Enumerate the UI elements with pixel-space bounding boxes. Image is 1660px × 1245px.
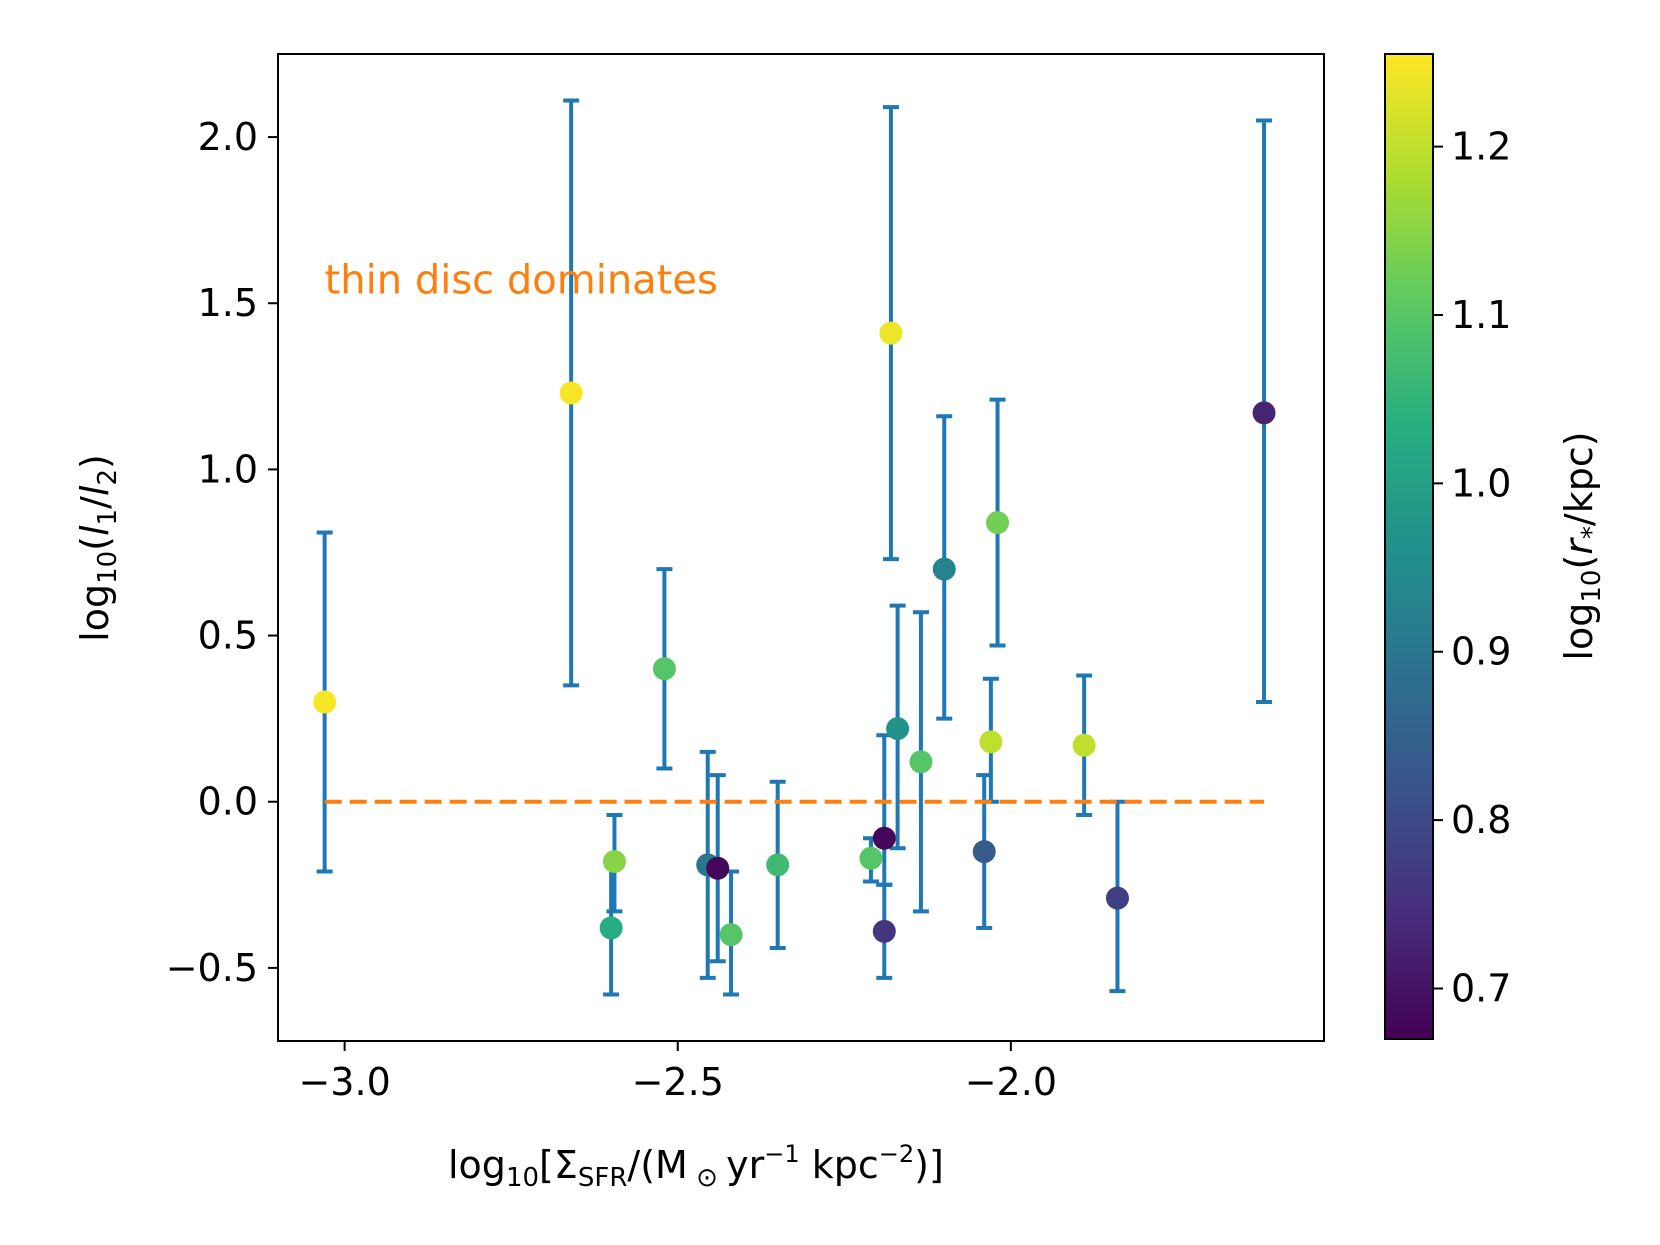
colorbar-tick-label: 1.0: [1451, 461, 1511, 505]
y-axis-ticks: −0.5 0.0 0.5 1.0 1.5 2.0: [166, 115, 278, 990]
data-point-4: [602, 850, 626, 874]
data-point-21: [1105, 886, 1129, 910]
annotation-thin-disc: thin disc dominates: [325, 257, 718, 303]
x-tick-label: −3.0: [298, 1060, 390, 1104]
x-tick-label: −2.5: [632, 1060, 724, 1104]
x-axis-label: log10[ΣSFR/(M ⊙ yr−1 kpc−2)]: [448, 1140, 944, 1193]
data-point-20: [1072, 733, 1096, 757]
data-point-9: [766, 853, 790, 877]
errorbar-layer: [316, 98, 1273, 997]
data-point-22: [1252, 401, 1276, 425]
data-point-3: [652, 657, 676, 681]
y-axis-label: log10(l1/l2): [73, 454, 123, 642]
y-tick-label: 2.0: [198, 115, 258, 159]
data-point-7: [706, 856, 730, 880]
data-point-13: [879, 321, 903, 345]
data-point-2: [559, 381, 583, 405]
colorbar: [1384, 53, 1434, 1040]
y-tick-label: 1.5: [198, 281, 258, 325]
data-point-1: [313, 690, 337, 714]
y-tick-label: 0.0: [198, 780, 258, 824]
data-point-5: [599, 916, 623, 940]
y-tick-label: −0.5: [166, 946, 258, 990]
colorbar-tick-label: 0.8: [1451, 798, 1511, 842]
y-tick-label: 0.5: [198, 614, 258, 658]
data-point-11: [872, 826, 896, 850]
plot-frame: [277, 53, 1325, 1042]
data-point-16: [932, 557, 956, 581]
colorbar-ticks: 0.7 0.8 0.9 1.0 1.1 1.2: [1433, 125, 1511, 1010]
data-point-8: [719, 923, 743, 947]
data-point-17: [972, 840, 996, 864]
colorbar-tick-label: 0.9: [1451, 630, 1511, 674]
x-axis-ticks: −3.0 −2.5 −2.0: [298, 1041, 1057, 1104]
data-point-19: [986, 511, 1010, 535]
data-point-15: [909, 750, 933, 774]
y-tick-label: 1.0: [198, 447, 258, 491]
colorbar-label: log10(r*/kpc): [1557, 431, 1607, 660]
data-point-10: [859, 846, 883, 870]
data-point-12: [872, 919, 896, 943]
marker-layer: [313, 321, 1276, 947]
data-point-14: [886, 717, 910, 741]
colorbar-tick-label: 1.2: [1451, 125, 1511, 169]
colorbar-tick-label: 0.7: [1451, 966, 1511, 1010]
data-point-18: [979, 730, 1003, 754]
x-tick-label: −2.0: [965, 1060, 1057, 1104]
colorbar-tick-label: 1.1: [1451, 293, 1511, 337]
